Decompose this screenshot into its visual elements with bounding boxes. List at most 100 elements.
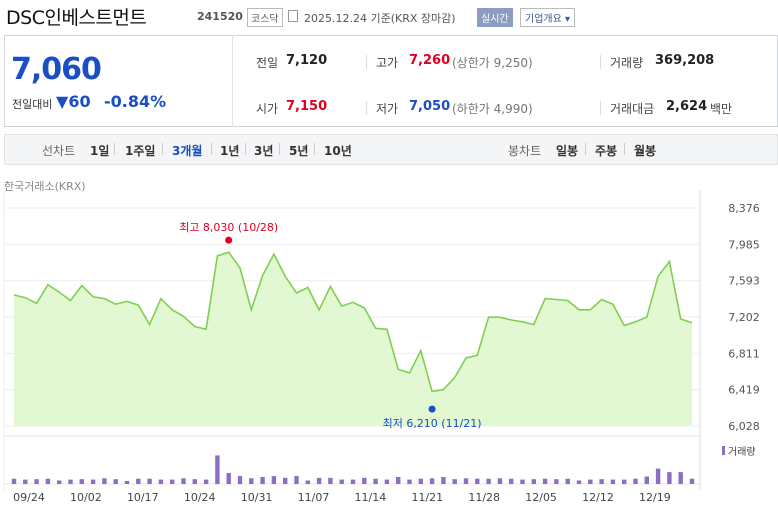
candle-chart-label: 봉차트: [508, 144, 542, 158]
volume-bar: [170, 479, 175, 484]
period-1d[interactable]: 1일: [90, 144, 110, 158]
volume-bar: [509, 478, 514, 484]
diff-amount: 60: [68, 92, 91, 111]
volume-bar: [418, 478, 423, 484]
y-tick-label: 7,593: [728, 275, 760, 288]
volume-bar: [429, 478, 435, 484]
x-tick-label: 12/12: [582, 491, 614, 504]
volume-bar: [463, 478, 469, 484]
volume-bar: [644, 476, 649, 484]
diff-label: 전일대비: [12, 98, 53, 111]
separator: [624, 143, 625, 155]
period-1y[interactable]: 1년: [220, 144, 240, 158]
volume-bar: [407, 479, 412, 484]
volume-bar: [34, 479, 39, 484]
x-tick-label: 10/31: [241, 491, 273, 504]
volume-bar: [316, 477, 322, 484]
candle-daily[interactable]: 일봉: [556, 144, 579, 158]
x-tick-label: 12/05: [525, 491, 557, 504]
price-chart[interactable]: 8,376 7,985 7,593 7,202 6,811 6,419 6,028 09/2…: [0, 190, 778, 506]
realtime-button[interactable]: 실시간: [477, 8, 513, 27]
x-tick-label: 11/07: [298, 491, 330, 504]
x-tick-label: 10/24: [184, 491, 216, 504]
x-tick-label: 09/24: [13, 491, 45, 504]
volume-bar: [588, 479, 593, 484]
y-tick-label: 8,376: [728, 202, 760, 215]
high-value: 7,260: [409, 53, 451, 68]
volume-bar: [249, 478, 254, 484]
volume-bar: [203, 479, 209, 484]
quote-divider: [232, 35, 233, 127]
volume-bar: [384, 479, 390, 484]
candle-weekly[interactable]: 주봉: [595, 144, 618, 158]
volume-bar: [362, 477, 367, 484]
y-tick-label: 7,985: [728, 238, 760, 251]
source-label: 한국거래소(KRX): [4, 180, 86, 193]
volume-bar: [441, 476, 446, 484]
volume-bar: [452, 479, 457, 484]
volume-bar: [136, 478, 141, 484]
upper-limit: (상한가 9,250): [452, 56, 533, 70]
x-tick-label: 11/21: [411, 491, 443, 504]
volume-bar: [554, 479, 559, 484]
separator: [114, 143, 115, 155]
volume-legend: 거래량: [728, 446, 756, 458]
lower-limit: (하한가 4,990): [452, 102, 533, 116]
low-value: 7,050: [409, 99, 451, 114]
volume-bar: [689, 478, 695, 484]
separator: [279, 143, 280, 155]
volume-bar: [373, 478, 378, 484]
volume-bar: [497, 478, 503, 484]
stock-code: 241520: [197, 10, 243, 23]
period-10y[interactable]: 10년: [324, 144, 352, 158]
volume-bar: [147, 478, 152, 484]
x-tick-label: 12/19: [639, 491, 671, 504]
down-arrow-icon: ▼: [56, 92, 69, 111]
volume-bar: [283, 477, 288, 484]
period-1w[interactable]: 1주일: [125, 144, 156, 158]
company-info-button[interactable]: 기업개요 ▾: [520, 8, 575, 27]
y-tick-label: 7,202: [728, 311, 760, 324]
max-label: 최고 8,030 (10/28): [179, 221, 278, 234]
volume-bar: [565, 478, 570, 484]
period-3y[interactable]: 3년: [254, 144, 274, 158]
period-3m[interactable]: 3개월: [172, 144, 203, 158]
volume-bar: [192, 479, 197, 484]
volume-bar: [305, 480, 310, 484]
volume-bar: [475, 478, 480, 484]
low-label: 저가: [376, 102, 399, 116]
separator: [211, 143, 212, 155]
x-tick-label: 11/28: [468, 491, 500, 504]
diff-rate: -0.84%: [104, 92, 167, 111]
min-label: 최저 6,210 (11/21): [383, 417, 482, 430]
separator: [600, 101, 601, 115]
volume-bar: [226, 473, 231, 484]
volume-bar: [678, 472, 683, 484]
volume-bar: [328, 477, 333, 484]
line-chart-label: 선차트: [42, 144, 76, 158]
open-label: 시가: [256, 102, 279, 116]
volume-bar: [667, 472, 672, 484]
volume-bar: [633, 478, 638, 484]
volume-value: 369,208: [655, 53, 715, 68]
volume-bar: [294, 476, 299, 484]
candle-monthly[interactable]: 월봉: [634, 144, 657, 158]
date-text: 2025.12.24 기준(KRX 장마감): [304, 12, 456, 25]
amount-label: 거래대금: [610, 102, 655, 116]
volume-bar: [610, 479, 616, 484]
company-name[interactable]: DSC인베스트먼트: [6, 7, 147, 29]
volume-bar: [531, 479, 536, 484]
separator: [366, 55, 367, 69]
volume-bar: [124, 480, 130, 484]
period-5y[interactable]: 5년: [289, 144, 309, 158]
separator: [314, 143, 315, 155]
volume-bar: [486, 478, 491, 484]
volume-bar: [622, 479, 627, 484]
prev-close-label: 전일: [256, 56, 279, 70]
volume-bar: [45, 478, 51, 484]
volume-bar: [181, 478, 186, 484]
x-tick-label: 11/14: [355, 491, 387, 504]
volume-bar: [350, 479, 356, 484]
volume-bar: [215, 455, 220, 484]
